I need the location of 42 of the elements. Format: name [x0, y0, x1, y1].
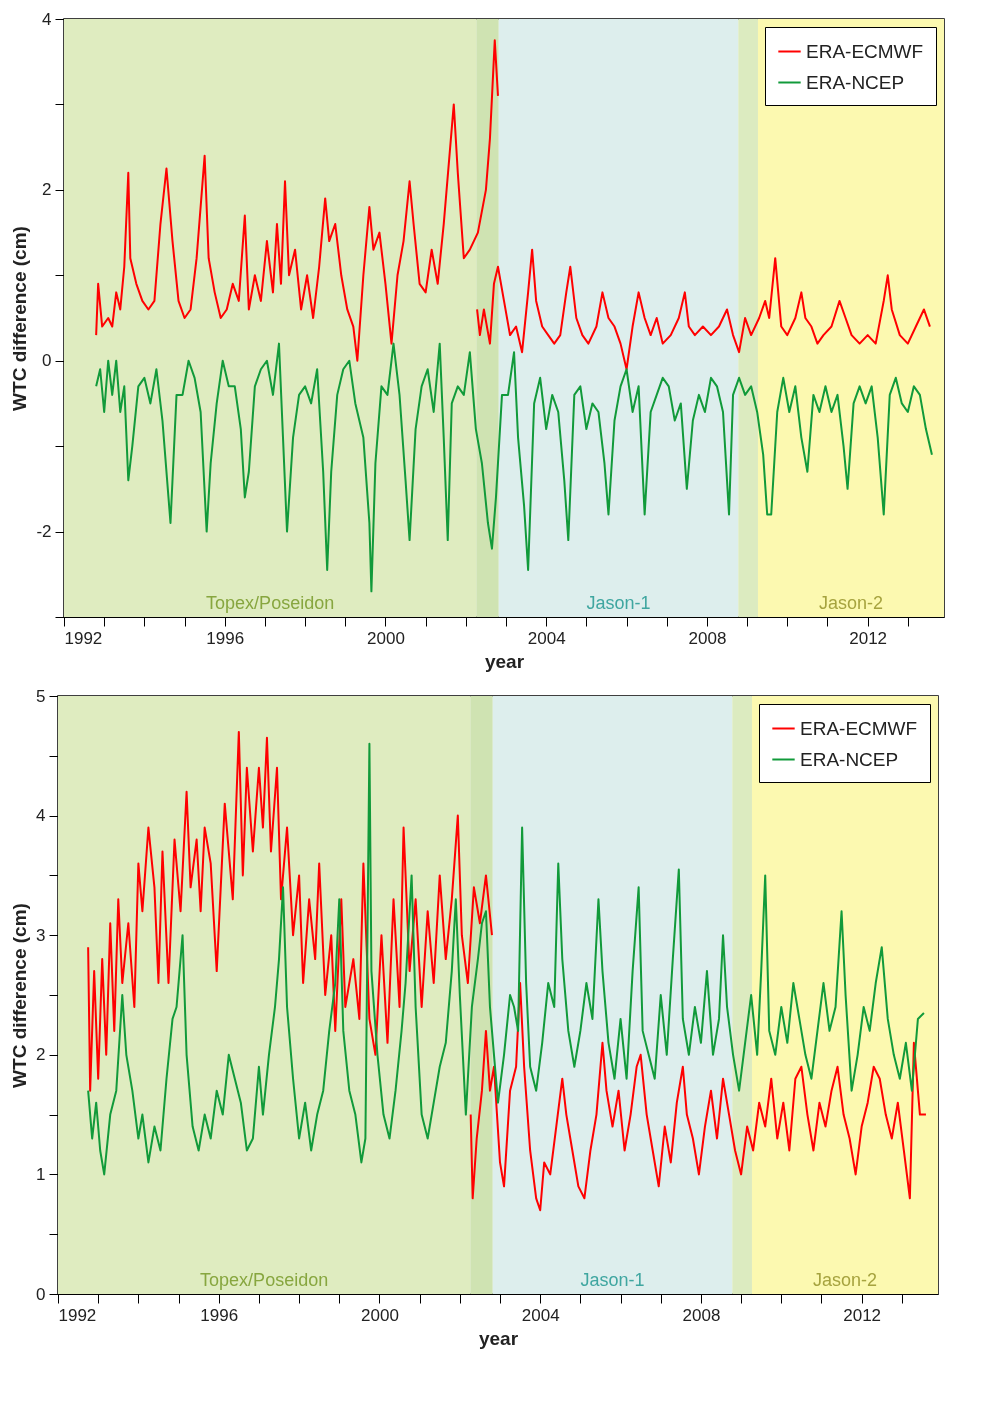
y-tick-label: 0	[36, 1284, 46, 1304]
band-label: Topex/Poseidon	[206, 593, 335, 613]
legend-label: ERA-ECMWF	[806, 40, 924, 62]
y-axis-title: WTC difference (cm)	[9, 226, 31, 411]
x-tick-label: 2000	[367, 628, 405, 648]
x-tick-label: 1992	[64, 628, 103, 648]
line-series	[87, 742, 925, 1176]
x-tick-label: 2004	[527, 628, 566, 648]
y-tick-label: 5	[36, 686, 46, 706]
legend-label: ERA-NCEP	[800, 748, 899, 770]
x-tick-label: 2004	[521, 1305, 560, 1325]
line-series	[95, 342, 933, 593]
y-tick-label: 4	[42, 9, 52, 29]
x-tick-label: 2000	[361, 1305, 399, 1325]
y-axis-title: WTC difference (cm)	[9, 903, 31, 1088]
x-tick-label: 1992	[58, 1305, 97, 1325]
y-tick-label: 0	[42, 351, 52, 371]
x-tick-label: 1996	[206, 628, 245, 648]
y-tick-label: 2	[36, 1045, 46, 1065]
x-tick-label: 2008	[688, 628, 727, 648]
band-label: Jason-1	[580, 1270, 645, 1290]
band-label: Jason-2	[812, 1270, 877, 1290]
line-series	[87, 730, 493, 1092]
y-tick-label: -2	[36, 522, 52, 542]
band-label: Jason-2	[818, 593, 883, 613]
y-tick-label: 2	[42, 180, 52, 200]
band-label: Topex/Poseidon	[200, 1270, 329, 1290]
line-series	[469, 982, 927, 1212]
legend-label: ERA-ECMWF	[800, 717, 918, 739]
x-tick-label: 2008	[682, 1305, 721, 1325]
band-label: Jason-1	[586, 593, 651, 613]
x-tick-label: 2012	[849, 628, 888, 648]
x-tick-label: 1996	[200, 1305, 239, 1325]
y-tick-label: 3	[36, 925, 46, 945]
x-axis-title: year	[484, 650, 525, 672]
line-series	[95, 39, 499, 362]
x-tick-label: 2012	[843, 1305, 882, 1325]
legend-label: ERA-NCEP	[806, 71, 905, 93]
y-tick-label: 1	[36, 1164, 46, 1184]
line-series	[476, 248, 931, 371]
x-axis-title: year	[478, 1327, 519, 1349]
y-tick-label: 4	[36, 806, 46, 826]
